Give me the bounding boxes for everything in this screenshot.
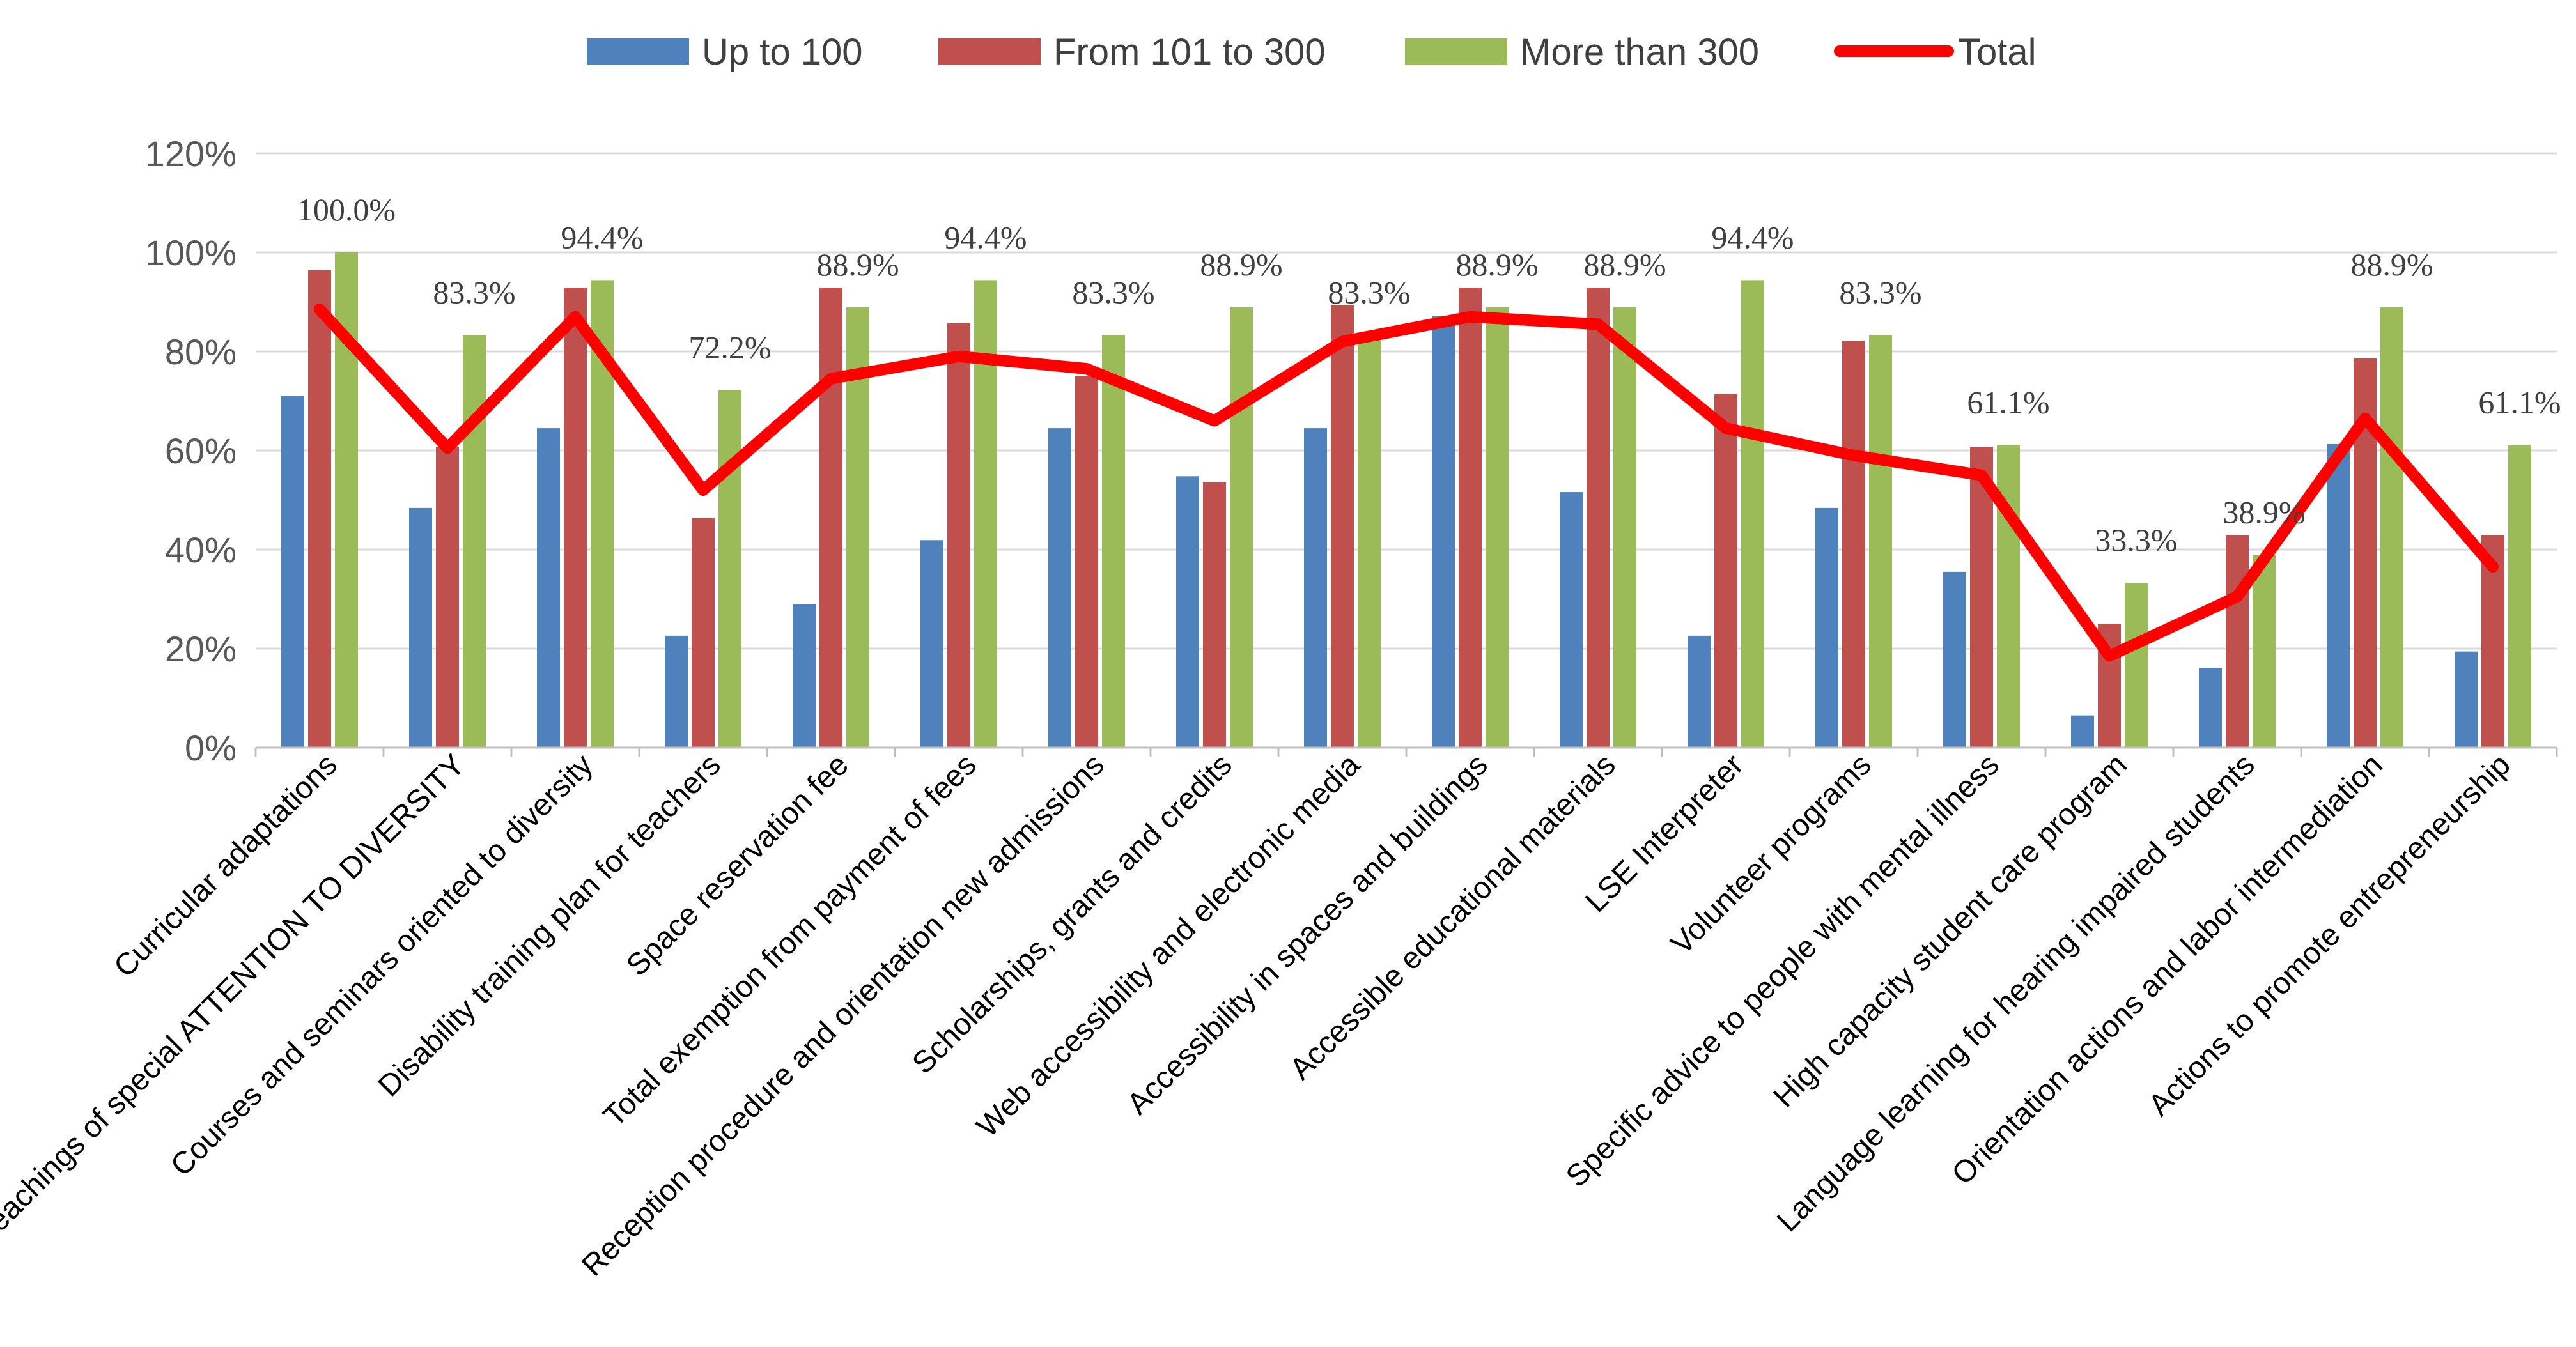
bar-from-101-to-300 [692, 518, 715, 748]
bars [281, 252, 2531, 748]
bar-up-to-100 [2199, 668, 2222, 748]
data-label: 88.9% [816, 247, 899, 282]
y-tick-label: 0% [185, 728, 237, 768]
legend-item-up-to-100: Up to 100 [587, 31, 863, 73]
data-label: 88.9% [1200, 247, 1282, 282]
bar-from-101-to-300 [1842, 341, 1865, 748]
legend-item-more-than-300: More than 300 [1405, 31, 1759, 73]
bar-up-to-100 [2071, 715, 2094, 748]
data-label: 94.4% [1711, 219, 1794, 255]
legend-item-from-101-to-300: From 101 to 300 [938, 31, 1326, 73]
bar-from-101-to-300 [436, 447, 459, 748]
bar-from-101-to-300 [1075, 376, 1098, 748]
y-tick-label: 20% [165, 629, 237, 669]
bar-up-to-100 [920, 540, 943, 748]
bar-more-than-300 [1358, 335, 1381, 748]
legend-label: Up to 100 [702, 31, 863, 73]
bar-more-than-300 [1230, 307, 1253, 748]
category-label: Language learning for hearing impaired s… [1771, 748, 2262, 1238]
bar-up-to-100 [1943, 571, 1966, 748]
data-label: 61.1% [1967, 384, 2049, 420]
bar-up-to-100 [2455, 651, 2478, 748]
data-label: 83.3% [1839, 274, 1921, 310]
data-labels: 100.0% 83.3% 94.4% 72.2% 88.9% 94.4% 83.3% 88.9… [297, 192, 2561, 558]
bar-up-to-100 [1176, 476, 1199, 748]
legend-item-total: Total [1834, 31, 2037, 73]
bar-up-to-100 [409, 507, 432, 748]
bar-more-than-300 [1997, 445, 2020, 748]
bar-from-101-to-300 [1587, 288, 1610, 748]
bar-more-than-300 [2380, 307, 2403, 748]
bar-up-to-100 [1688, 635, 1711, 748]
bar-from-101-to-300 [1459, 288, 1482, 748]
bar-up-to-100 [793, 604, 816, 748]
bar-more-than-300 [2508, 445, 2531, 748]
data-label: 83.3% [1328, 274, 1410, 310]
bar-from-101-to-300 [819, 288, 842, 748]
data-label: 88.9% [2350, 247, 2433, 282]
bar-from-101-to-300 [1970, 447, 1993, 748]
bar-more-than-300 [2125, 582, 2148, 748]
bar-up-to-100 [281, 396, 304, 748]
bar-more-than-300 [463, 335, 486, 748]
bar-from-101-to-300 [947, 323, 970, 748]
bar-more-than-300 [1613, 307, 1636, 748]
gridlines [256, 152, 2557, 650]
y-tick-label: 100% [145, 233, 237, 273]
data-label: 94.4% [944, 219, 1027, 255]
bar-up-to-100 [1048, 428, 1071, 748]
category-label: Orientation actions and labor intermedia… [1946, 748, 2389, 1191]
bar-more-than-300 [974, 280, 997, 748]
bar-up-to-100 [1560, 492, 1583, 748]
data-label: 88.9% [1583, 247, 1666, 282]
y-tick-label: 60% [165, 431, 237, 471]
bar-more-than-300 [1741, 280, 1764, 748]
bar-more-than-300 [2253, 555, 2276, 748]
data-label: 94.4% [561, 219, 643, 255]
data-label: 83.3% [433, 274, 515, 310]
legend-label: More than 300 [1520, 31, 1759, 73]
bar-from-101-to-300 [1331, 305, 1354, 748]
bar-more-than-300 [1486, 307, 1509, 748]
bar-from-101-to-300 [1714, 394, 1737, 748]
legend-swatch [938, 38, 1041, 65]
data-label: 88.9% [1455, 247, 1538, 282]
total-line-path [314, 304, 2499, 662]
bar-up-to-100 [1815, 507, 1838, 748]
category-label: Space reservation fee [620, 748, 855, 983]
y-tick-label: 40% [165, 530, 237, 570]
bar-up-to-100 [1304, 428, 1327, 748]
bar-from-101-to-300 [564, 288, 587, 748]
legend-swatch [587, 38, 689, 65]
legend-label: From 101 to 300 [1053, 31, 1326, 73]
data-label: 100.0% [297, 192, 396, 227]
y-tick-label: 80% [165, 332, 237, 372]
bar-from-101-to-300 [2226, 535, 2249, 748]
category-label: Teachings of special ATTENTION TO DIVERS… [0, 748, 472, 1249]
bar-up-to-100 [537, 428, 560, 748]
data-label: 61.1% [2478, 384, 2561, 420]
category-label: Specific advice to people with mental il… [1560, 748, 2006, 1194]
bar-from-101-to-300 [1203, 482, 1226, 748]
y-tick-label: 120% [145, 134, 237, 174]
legend: Up to 100 From 101 to 300 More than 300 Tot… [587, 31, 2037, 73]
bar-up-to-100 [2327, 443, 2350, 748]
bar-from-101-to-300 [308, 270, 331, 748]
axes: 0% 20% 40% 60% 80% 100% 120% Curricular adaptat… [0, 134, 2558, 1283]
bar-up-to-100 [1432, 316, 1455, 748]
category-label: Curricular adaptations [107, 748, 344, 984]
bar-more-than-300 [1869, 335, 1892, 748]
data-label: 33.3% [2095, 522, 2177, 558]
data-label: 72.2% [688, 329, 771, 365]
legend-swatch [1405, 38, 1507, 65]
total-line [314, 304, 2499, 662]
legend-label: Total [1958, 31, 2037, 73]
data-label: 83.3% [1072, 274, 1154, 310]
bar-more-than-300 [1102, 335, 1125, 748]
bar-up-to-100 [665, 635, 688, 748]
bar-more-than-300 [718, 390, 741, 748]
data-label: 38.9% [2223, 495, 2305, 530]
